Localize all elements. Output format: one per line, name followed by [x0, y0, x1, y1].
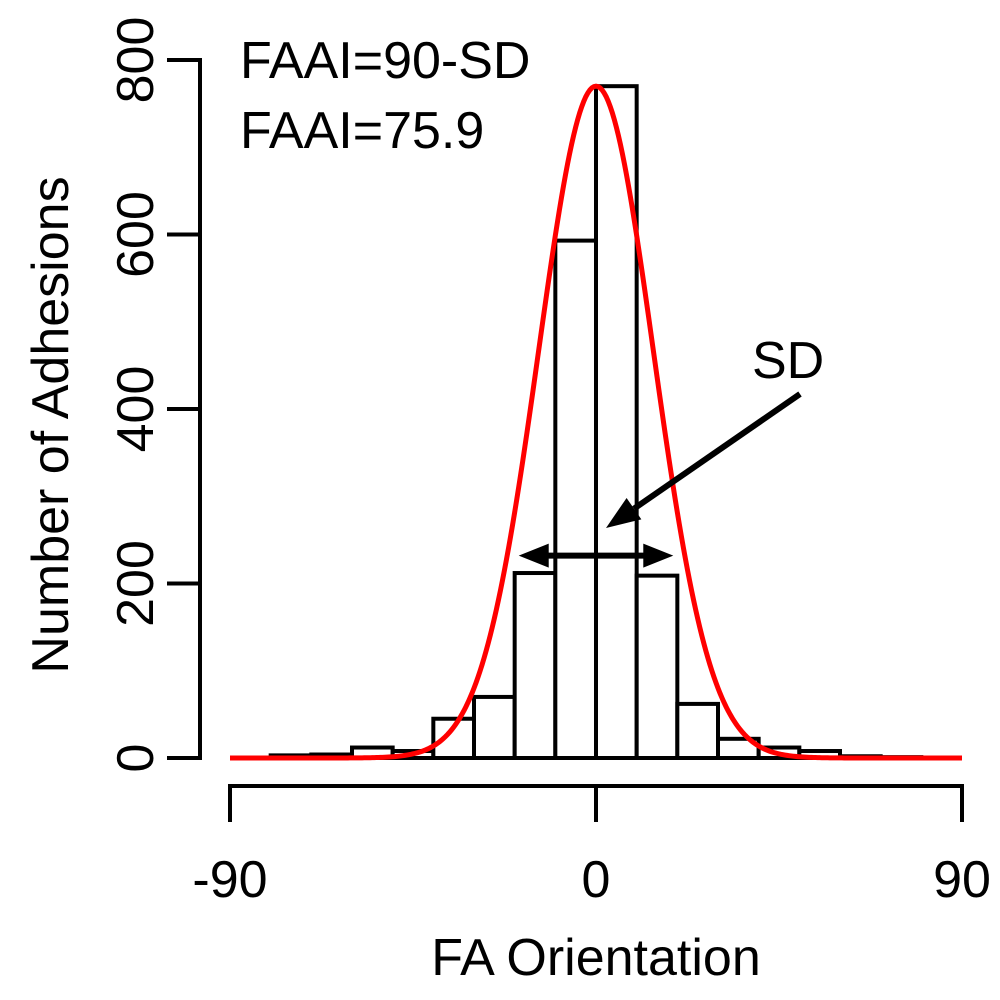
x-tick-label: 90: [933, 851, 991, 909]
sd-pointer-line: [632, 391, 802, 512]
y-tick-label: 200: [107, 540, 165, 627]
annotation-sd-label: SD: [752, 332, 824, 390]
annotation-faai-value: FAAI=75.9: [240, 102, 484, 160]
annotation-faai-formula: FAAI=90-SD: [240, 32, 530, 90]
gaussian-fit-curve: [230, 83, 962, 761]
histogram-bar: [512, 571, 558, 761]
y-axis: 0 200 400 600 800: [107, 17, 202, 773]
x-tick-label: -90: [192, 851, 267, 909]
y-tick-label: 600: [107, 191, 165, 278]
sd-pointer-arrowhead: [606, 497, 642, 528]
histogram-bar: [472, 694, 517, 760]
sd-annotation: [518, 391, 802, 568]
x-tick-label: 0: [582, 851, 611, 909]
x-axis: -90 0 90: [192, 784, 991, 909]
sd-arrowhead-right: [643, 543, 674, 568]
x-axis-label: FA Orientation: [431, 929, 761, 987]
y-tick-label: 0: [107, 744, 165, 773]
histogram-bar: [634, 573, 680, 761]
sd-arrowhead-left: [518, 543, 549, 568]
y-axis-label: Number of Adhesions: [22, 176, 80, 673]
y-tick-label: 400: [107, 366, 165, 453]
histogram-bar: [675, 701, 720, 761]
histogram-bars: [268, 84, 924, 761]
histogram-bar: [553, 238, 598, 761]
y-tick-label: 800: [107, 17, 165, 104]
